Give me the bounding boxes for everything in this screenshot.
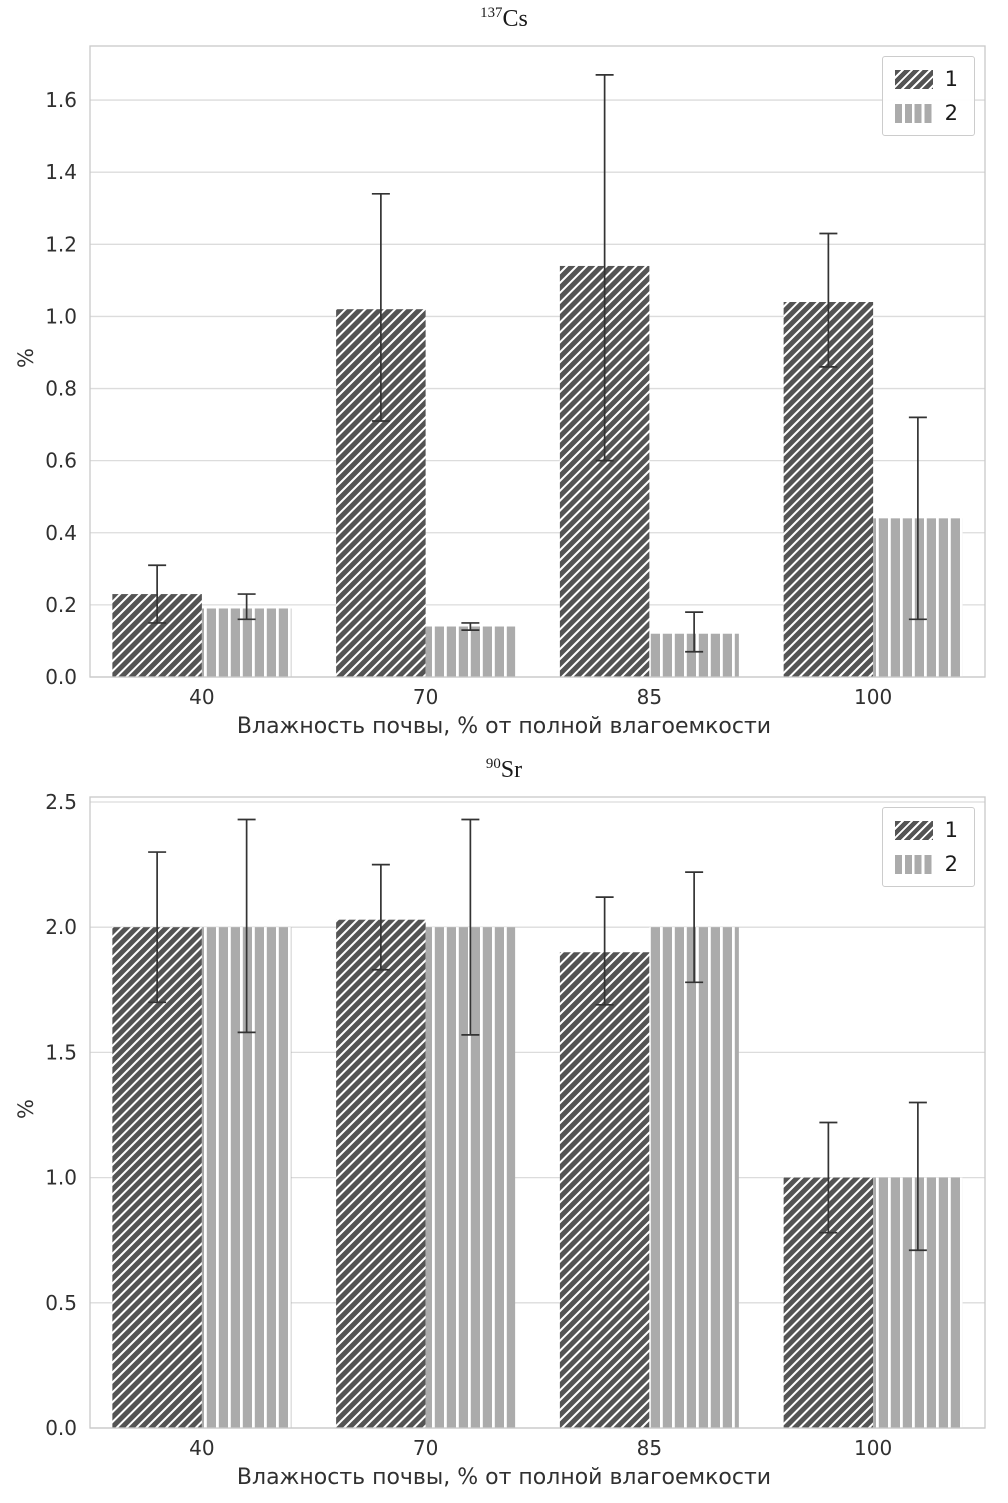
y-tick-label: 0.6 bbox=[45, 449, 77, 473]
x-tick-label: 100 bbox=[854, 1436, 892, 1460]
y-tick-label: 0.4 bbox=[45, 521, 77, 545]
x-tick-label: 85 bbox=[637, 685, 662, 709]
chart-title-superscript: 137 bbox=[480, 5, 503, 21]
series-2-hatch-swatch bbox=[894, 854, 933, 874]
x-tick-label: 70 bbox=[413, 685, 438, 709]
y-tick-label: 0.0 bbox=[45, 1416, 77, 1440]
y-tick-label: 1.0 bbox=[45, 304, 77, 328]
y-tick-label: 2.0 bbox=[45, 915, 77, 939]
legend-label-series-1: 1 bbox=[944, 67, 958, 91]
y-tick-label: 0.5 bbox=[45, 1291, 77, 1315]
series-1-hatch-swatch bbox=[894, 69, 933, 89]
y-tick-label: 2.5 bbox=[45, 790, 77, 814]
x-tick-label: 85 bbox=[637, 1436, 662, 1460]
chart-sr90: 90Sr % 0.0 0.5 1.0 1.5 2.0 2.5 40 70 85 100 1 2 В… bbox=[0, 751, 1008, 1502]
y-tick-labels: 0.0 0.5 1.0 1.5 2.0 2.5 bbox=[45, 790, 77, 1440]
chart-title-sr90: 90Sr bbox=[0, 755, 1008, 785]
bar bbox=[559, 952, 650, 1428]
legend: 1 2 bbox=[881, 56, 975, 136]
chart-title-cs137: 137Cs bbox=[0, 4, 1008, 34]
legend-label-series-1: 1 bbox=[944, 818, 958, 842]
legend-entry-series-1: 1 bbox=[894, 67, 958, 91]
y-tick-label: 1.5 bbox=[45, 1040, 77, 1064]
cs137-plot-area: 0.0 0.2 0.4 0.6 0.8 1.0 1.2 1.4 1.6 40 70 85 100 bbox=[45, 45, 986, 709]
chart-title-isotope: Cs bbox=[502, 6, 528, 32]
series-2-hatch-swatch bbox=[894, 103, 933, 123]
chart-cs137: 137Cs % 0.0 0.2 0.4 0.6 0.8 1.0 1.2 1.4 1.6 40 70 8… bbox=[0, 0, 1008, 751]
bars-series-1 bbox=[112, 919, 874, 1428]
chart-title-isotope: Sr bbox=[500, 757, 523, 783]
legend-label-series-2: 2 bbox=[944, 852, 958, 876]
error-bars-series-2 bbox=[237, 416, 927, 653]
y-tick-label: 0.0 bbox=[45, 665, 77, 689]
plot-border bbox=[89, 45, 986, 678]
x-tick-label: 70 bbox=[413, 1436, 438, 1460]
legend-entry-series-2: 2 bbox=[894, 852, 958, 876]
x-axis-label: Влажность почвы, % от полной влагоемкост… bbox=[236, 714, 772, 739]
chart-title-superscript: 90 bbox=[485, 756, 501, 772]
y-tick-label: 1.0 bbox=[45, 1166, 77, 1190]
y-tick-labels: 0.0 0.2 0.4 0.6 0.8 1.0 1.2 1.4 1.6 bbox=[45, 88, 77, 689]
error-bars-series-1 bbox=[148, 851, 838, 1234]
x-tick-labels: 40 70 85 100 bbox=[189, 1436, 892, 1460]
bar bbox=[336, 919, 426, 1428]
series-1-hatch-swatch bbox=[894, 820, 933, 840]
x-tick-labels: 40 70 85 100 bbox=[189, 685, 892, 709]
x-tick-label: 40 bbox=[189, 685, 214, 709]
y-tick-label: 0.2 bbox=[45, 593, 77, 617]
error-bars-series-2 bbox=[237, 818, 927, 1252]
bars-series-1 bbox=[112, 265, 874, 677]
x-axis-label: Влажность почвы, % от полной влагоемкост… bbox=[236, 1465, 772, 1490]
error-bars-series-1 bbox=[148, 73, 838, 624]
legend-entry-series-2: 2 bbox=[894, 101, 958, 125]
bar bbox=[649, 927, 739, 1428]
legend-entry-series-1: 1 bbox=[894, 818, 958, 842]
bar bbox=[112, 927, 202, 1428]
legend: 1 2 bbox=[881, 807, 975, 887]
legend-label-series-2: 2 bbox=[944, 101, 958, 125]
y-tick-label: 1.4 bbox=[45, 160, 77, 184]
bar bbox=[425, 626, 516, 677]
plot-border bbox=[89, 796, 986, 1429]
x-tick-label: 40 bbox=[189, 1436, 214, 1460]
sr90-plot-area: 0.0 0.5 1.0 1.5 2.0 2.5 40 70 85 100 bbox=[45, 790, 986, 1460]
x-tick-label: 100 bbox=[854, 685, 892, 709]
y-tick-label: 1.2 bbox=[45, 232, 77, 256]
y-tick-label: 1.6 bbox=[45, 88, 77, 112]
y-tick-label: 0.8 bbox=[45, 377, 77, 401]
